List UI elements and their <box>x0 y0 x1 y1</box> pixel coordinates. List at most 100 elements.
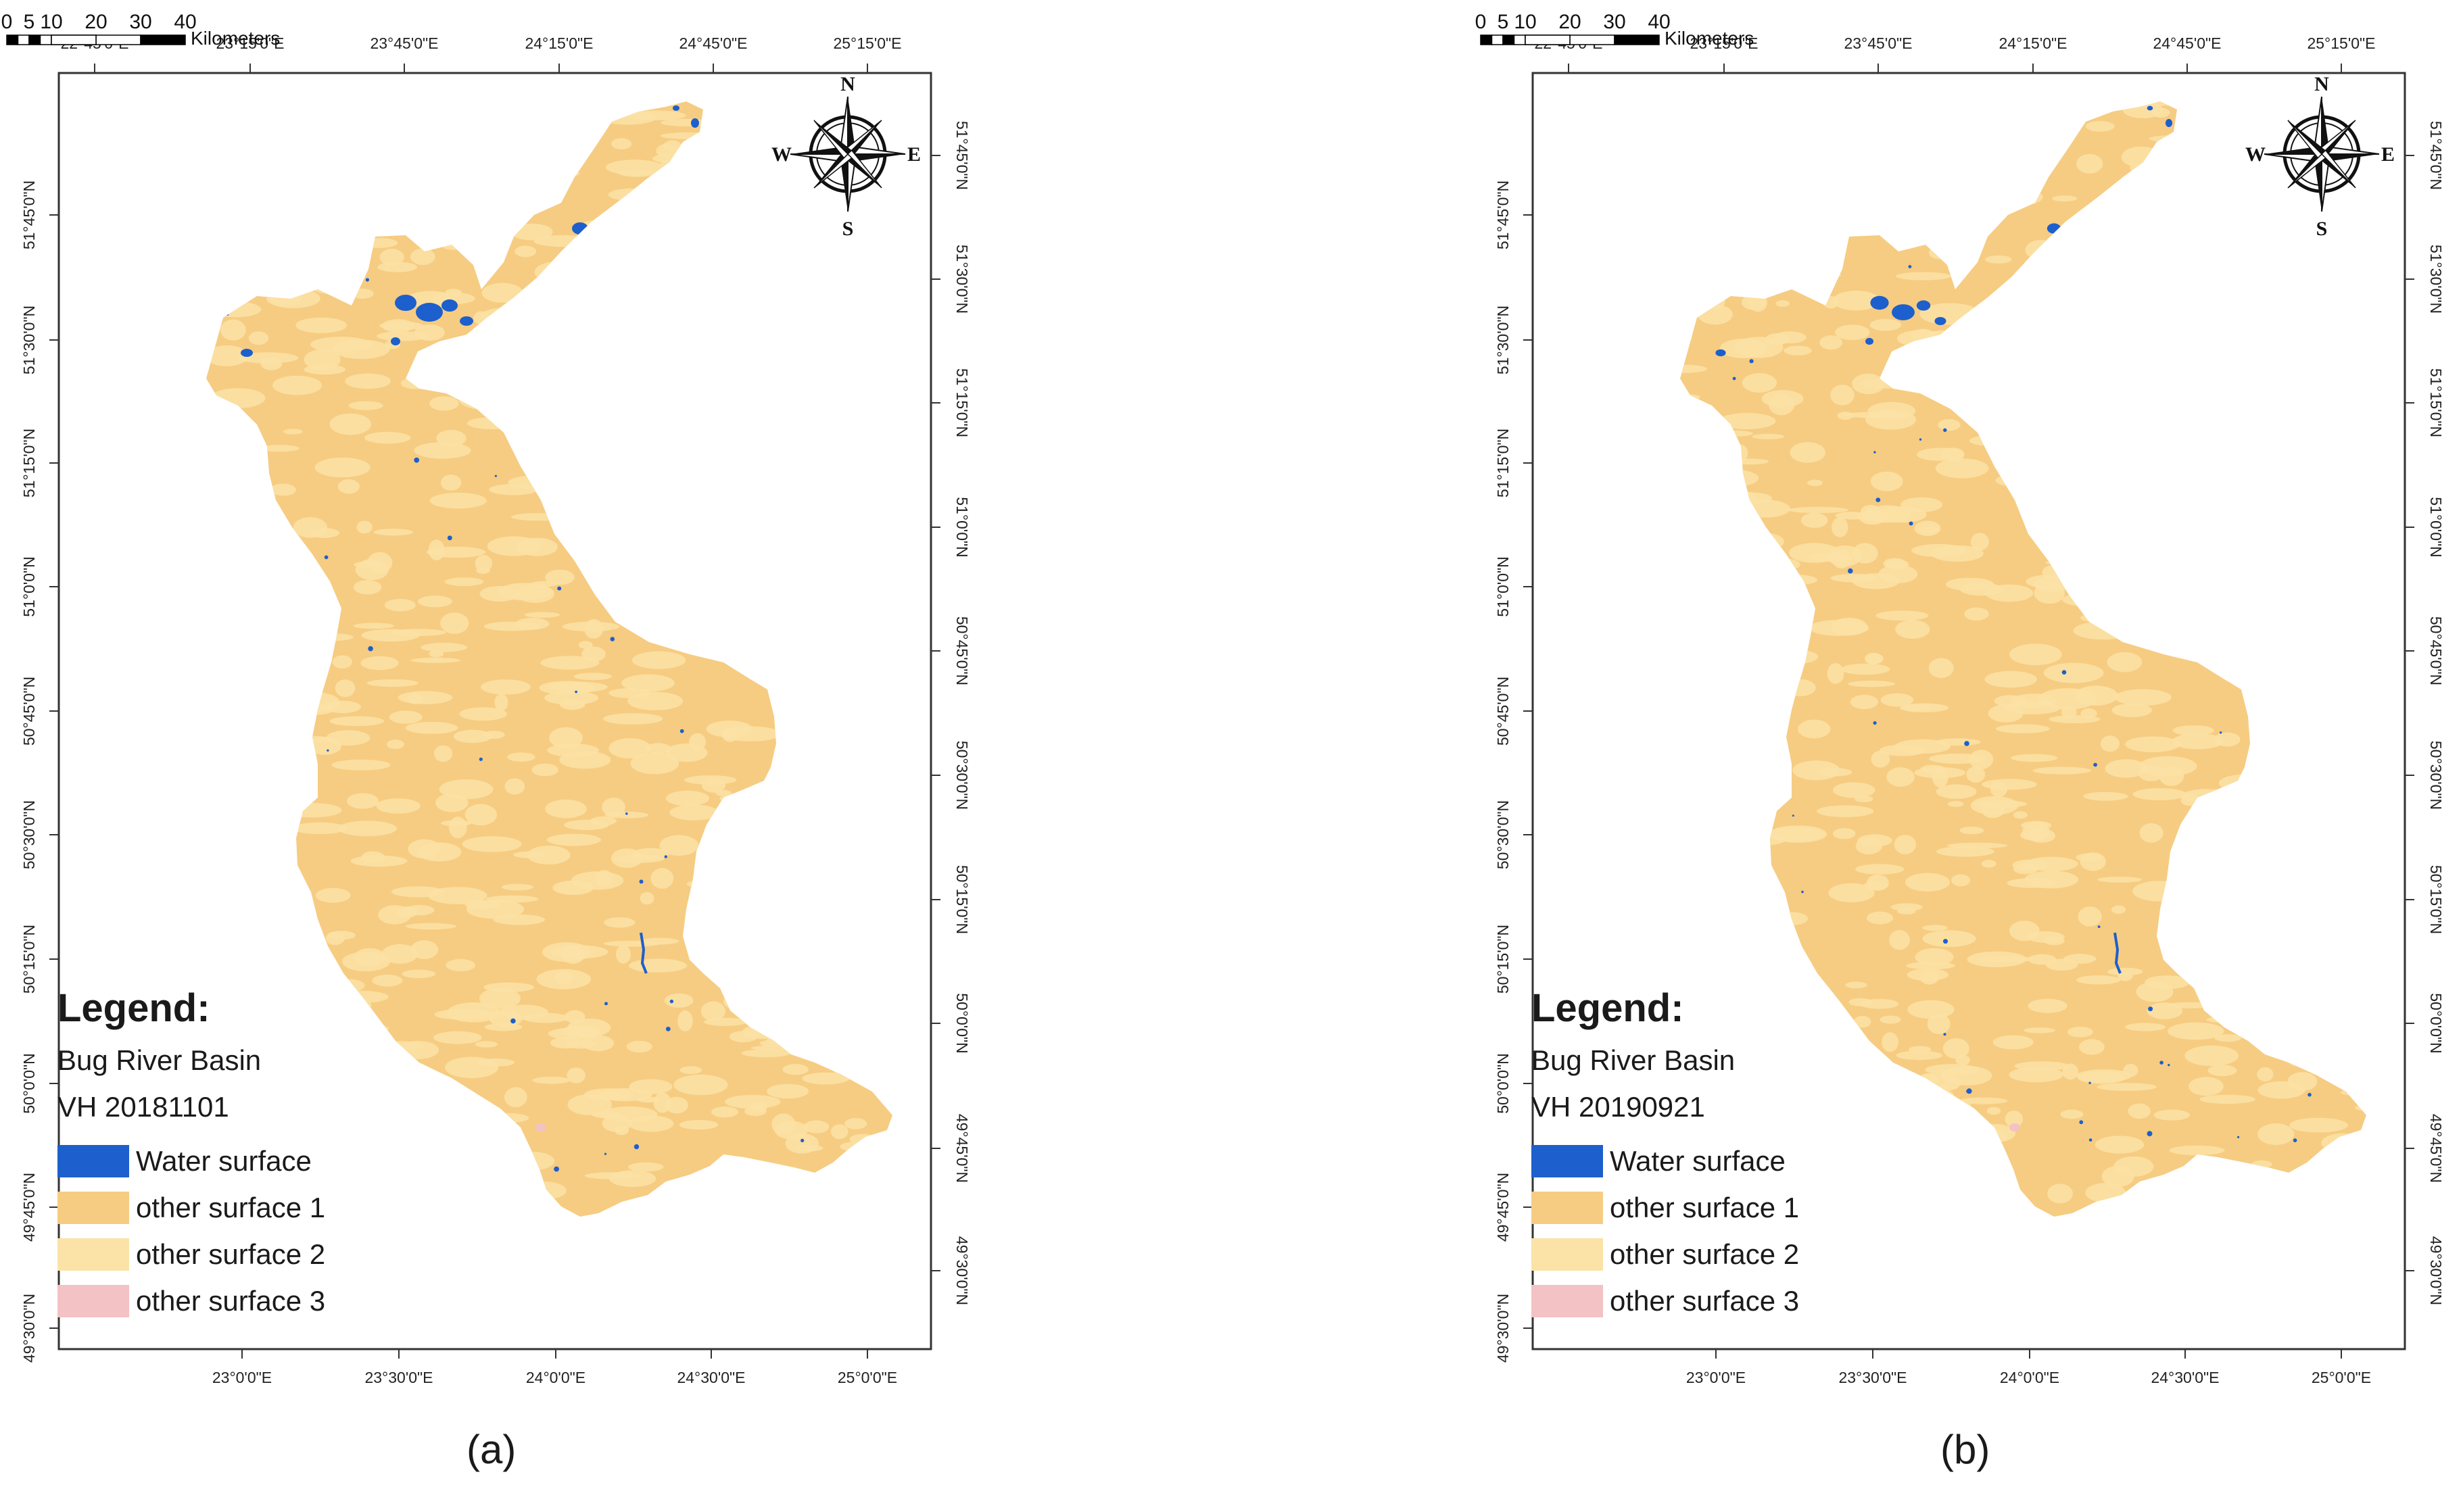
legend-label-other-3: other surface 3 <box>136 1284 326 1317</box>
other-surface-2-swatch <box>57 1238 129 1271</box>
left-latitude-axis: 51°45'0"N 51°30'0"N 51°15'0"N 51°0'0"N 50°45… <box>20 180 59 1363</box>
right-latitude-tick-label: 50°15'0"N <box>953 865 971 934</box>
right-latitude-tick-label: 49°45'0"N <box>953 1114 971 1183</box>
legend: Legend: Bug River Basin VH 20181101 Wate… <box>57 985 463 1324</box>
other-surface-1-swatch <box>1531 1191 1603 1224</box>
compass-w-label: W <box>771 143 792 166</box>
legend-item-other-2: other surface 2 <box>1531 1231 1937 1277</box>
left-latitude-tick-label: 49°30'0"N <box>20 1294 38 1363</box>
left-latitude-tick-label: 51°15'0"N <box>1494 429 1512 497</box>
left-latitude-tick-label: 50°15'0"N <box>1494 925 1512 994</box>
top-longitude-tick-label: 23°15'0"E <box>1690 34 1758 52</box>
compass-w-label: W <box>2245 143 2266 166</box>
compass-e-label: E <box>2381 143 2395 166</box>
right-latitude-tick-label: 50°15'0"N <box>2427 865 2445 934</box>
bottom-longitude-tick-label: 25°0'0"E <box>2312 1369 2371 1386</box>
scale-tick-label: 30 <box>129 11 151 33</box>
right-latitude-tick-label: 50°0'0"N <box>2427 993 2445 1054</box>
left-latitude-tick-label: 51°45'0"N <box>20 180 38 249</box>
legend-scene-date: VH 20190921 <box>1531 1091 1705 1123</box>
bottom-longitude-tick-label: 24°0'0"E <box>526 1369 585 1386</box>
bottom-longitude-tick-label: 25°0'0"E <box>838 1369 897 1386</box>
bottom-longitude-tick-label: 24°0'0"E <box>2000 1369 2059 1386</box>
compass-rose-icon: N S E W <box>771 73 921 240</box>
scale-unit-label: Kilometers <box>1665 28 1754 49</box>
map-canvas: 22°45'0"E23°15'0"E23°45'0"E24°15'0"E24°4… <box>1494 34 2445 1386</box>
legend: Legend: Bug River Basin VH 20190921 Wate… <box>1531 985 1937 1324</box>
left-latitude-tick-label: 50°45'0"N <box>20 677 38 746</box>
other-surface-2-swatch <box>1531 1238 1603 1271</box>
left-latitude-tick-label: 51°15'0"N <box>20 429 38 497</box>
other-surface-3-patch <box>2009 1123 2020 1131</box>
bottom-longitude-tick-label: 24°30'0"E <box>2151 1369 2219 1386</box>
top-longitude-tick-label: 24°15'0"E <box>1999 34 2067 52</box>
scale-tick-label: 5 <box>1498 11 1509 33</box>
scale-tick-label: 10 <box>1514 11 1536 33</box>
right-latitude-tick-label: 51°30'0"N <box>953 245 971 314</box>
right-latitude-tick-label: 51°15'0"N <box>2427 368 2445 437</box>
bottom-longitude-axis: 23°0'0"E 23°30'0"E 24°0'0"E 24°30'0"E 25°0'0… <box>1686 1349 2371 1386</box>
left-latitude-tick-label: 50°0'0"N <box>1494 1053 1512 1114</box>
right-latitude-tick-label: 51°45'0"N <box>953 121 971 190</box>
legend-label-water: Water surface <box>1610 1144 1786 1177</box>
compass-s-label: S <box>842 218 854 240</box>
right-latitude-tick-label: 51°0'0"N <box>2427 497 2445 558</box>
compass-n-label: N <box>840 73 855 95</box>
left-latitude-tick-label: 49°30'0"N <box>1494 1294 1512 1363</box>
right-latitude-tick-label: 49°30'0"N <box>2427 1236 2445 1305</box>
legend-label-other-1: other surface 1 <box>136 1191 326 1223</box>
right-latitude-tick-label: 51°30'0"N <box>2427 245 2445 314</box>
legend-label-other-2: other surface 2 <box>136 1238 326 1270</box>
legend-label-water: Water surface <box>136 1144 312 1177</box>
top-longitude-tick-label: 23°45'0"E <box>370 34 438 52</box>
scale-tick-label: 20 <box>85 11 107 33</box>
scale-tick-label: 0 <box>1 11 13 33</box>
scale-tick-label: 5 <box>24 11 35 33</box>
top-longitude-tick-label: 23°15'0"E <box>216 34 284 52</box>
compass-e-label: E <box>907 143 921 166</box>
legend-basin-name: Bug River Basin <box>57 1044 262 1076</box>
bottom-longitude-tick-label: 23°0'0"E <box>1686 1369 1746 1386</box>
legend-item-other-1: other surface 1 <box>1531 1184 1937 1231</box>
top-longitude-tick-label: 24°45'0"E <box>679 34 747 52</box>
top-longitude-axis: 22°45'0"E23°15'0"E23°45'0"E24°15'0"E24°4… <box>1534 34 2376 73</box>
right-latitude-tick-label: 51°0'0"N <box>953 497 971 558</box>
left-latitude-tick-label: 51°45'0"N <box>1494 180 1512 249</box>
right-latitude-tick-label: 49°30'0"N <box>953 1236 971 1305</box>
scale-unit-label: Kilometers <box>191 28 280 49</box>
left-latitude-tick-label: 50°45'0"N <box>1494 677 1512 746</box>
left-latitude-tick-label: 50°30'0"N <box>20 800 38 869</box>
left-latitude-tick-label: 51°0'0"N <box>20 556 38 617</box>
panel-caption: (b) <box>1940 1427 1990 1472</box>
bottom-longitude-tick-label: 24°30'0"E <box>677 1369 745 1386</box>
right-latitude-tick-label: 50°30'0"N <box>953 741 971 810</box>
left-latitude-tick-label: 50°30'0"N <box>1494 800 1512 869</box>
right-latitude-tick-label: 50°0'0"N <box>953 993 971 1054</box>
bottom-longitude-tick-label: 23°30'0"E <box>1838 1369 1907 1386</box>
other-surface-3-patch <box>535 1123 546 1131</box>
compass-n-label: N <box>2314 73 2329 95</box>
legend-label-other-2: other surface 2 <box>1610 1238 1800 1270</box>
right-latitude-tick-label: 50°30'0"N <box>2427 741 2445 810</box>
compass-s-label: S <box>2316 218 2328 240</box>
map-panel-b: 22°45'0"E23°15'0"E23°45'0"E24°15'0"E24°4… <box>1474 0 2463 1512</box>
other-surface-3-swatch <box>57 1284 129 1317</box>
legend-item-water: Water surface <box>57 1138 463 1184</box>
compass-rose-icon: N S E W <box>2245 73 2395 240</box>
left-latitude-tick-label: 50°0'0"N <box>20 1053 38 1114</box>
right-latitude-tick-label: 49°45'0"N <box>2427 1114 2445 1183</box>
scale-tick-label: 40 <box>174 11 196 33</box>
panel-caption: (a) <box>467 1427 517 1472</box>
scale-tick-label: 0 <box>1475 11 1487 33</box>
top-longitude-tick-label: 23°45'0"E <box>1844 34 1912 52</box>
right-latitude-axis: 51°45'0"N 51°30'0"N 51°15'0"N 51°0'0"N 50°45… <box>2405 121 2445 1305</box>
legend-scene-date: VH 20181101 <box>57 1091 229 1123</box>
scale-tick-label: 40 <box>1648 11 1670 33</box>
other-surface-3-swatch <box>1531 1284 1603 1317</box>
left-latitude-tick-label: 49°45'0"N <box>20 1173 38 1242</box>
other-surface-1-swatch <box>57 1191 129 1224</box>
top-longitude-tick-label: 25°15'0"E <box>833 34 901 52</box>
top-longitude-tick-label: 25°15'0"E <box>2307 34 2375 52</box>
water-swatch <box>1531 1144 1603 1177</box>
